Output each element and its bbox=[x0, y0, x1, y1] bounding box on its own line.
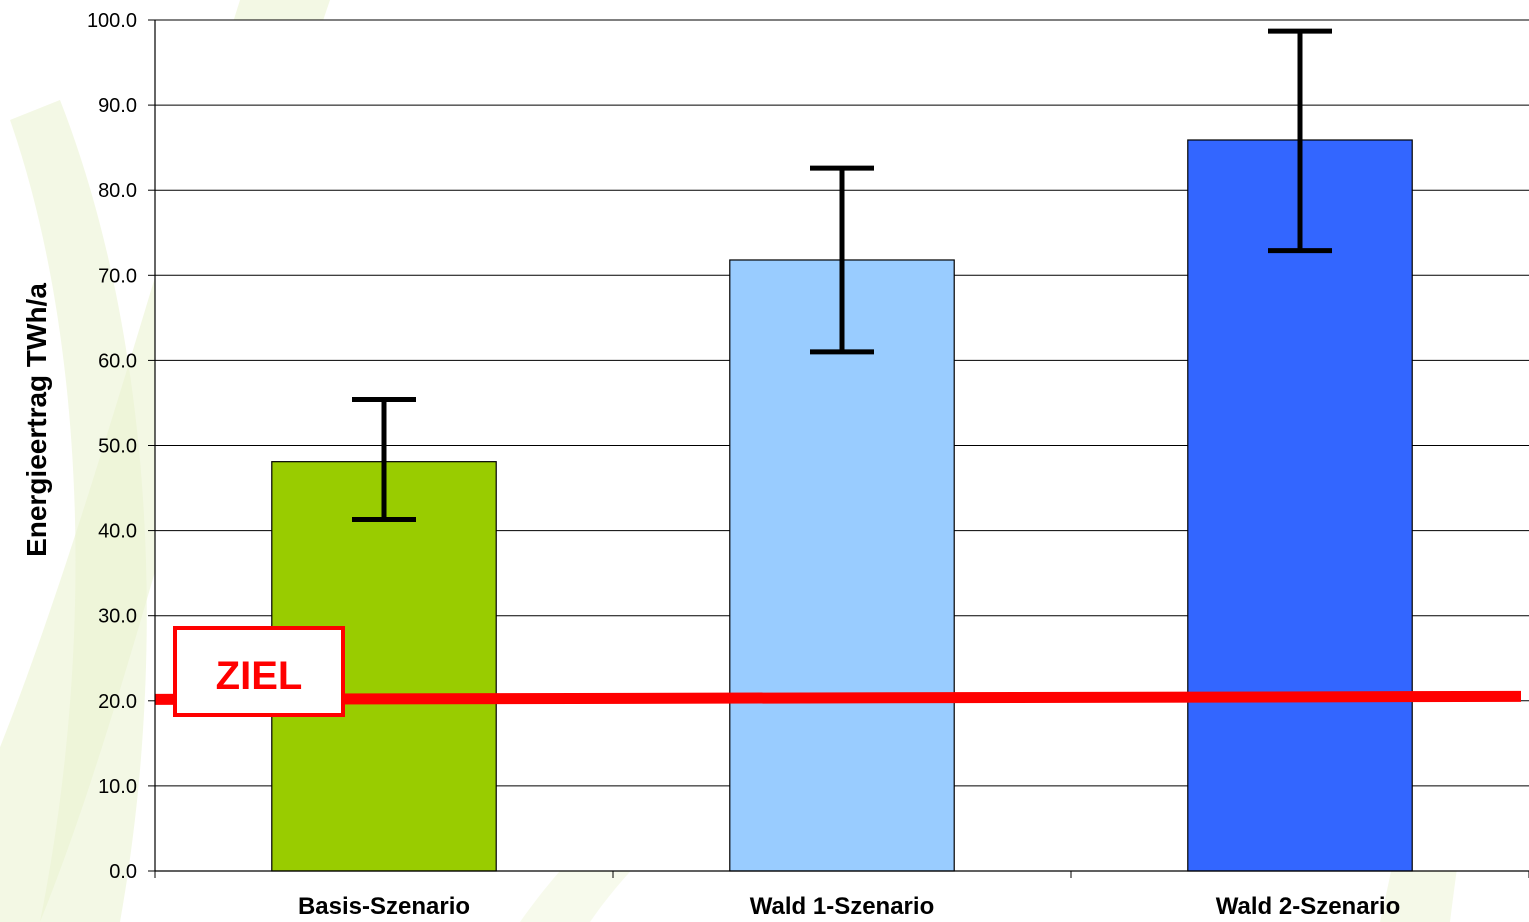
x-category-label: Basis-Szenario bbox=[298, 893, 470, 920]
error-bars bbox=[352, 28, 1332, 523]
y-tick-label: 50.0 bbox=[98, 436, 137, 458]
target-label: ZIEL bbox=[216, 654, 303, 698]
target-line-group: ZIEL bbox=[154, 626, 1522, 717]
y-tick-label: 10.0 bbox=[98, 776, 137, 798]
target-line bbox=[154, 690, 1522, 705]
y-tick-label: 0.0 bbox=[109, 861, 137, 883]
labels: 0.0 10.0 20.0 30.0 40.0 50.0 60.0 70.0 80.0 90.0 1… bbox=[87, 10, 1400, 920]
bars bbox=[271, 139, 1413, 872]
y-tick-label: 90.0 bbox=[98, 95, 137, 117]
target-label-box bbox=[173, 626, 345, 717]
y-tick-label: 60.0 bbox=[98, 350, 137, 372]
x-category-label: Wald 2-Szenario bbox=[1216, 893, 1400, 920]
bar-3 bbox=[1187, 139, 1413, 872]
bar-2 bbox=[729, 259, 955, 872]
y-tick-label: 40.0 bbox=[98, 521, 137, 543]
y-tick-label: 30.0 bbox=[98, 606, 137, 628]
axes bbox=[148, 19, 1529, 878]
x-category-label: Wald 1-Szenario bbox=[750, 893, 934, 920]
y-tick-label: 80.0 bbox=[98, 180, 137, 202]
y-tick-label: 70.0 bbox=[98, 265, 137, 287]
y-axis-title: Energieertrag TWh/a bbox=[21, 283, 52, 557]
y-tick-label: 20.0 bbox=[98, 691, 137, 713]
y-tick-label: 100.0 bbox=[87, 10, 137, 32]
